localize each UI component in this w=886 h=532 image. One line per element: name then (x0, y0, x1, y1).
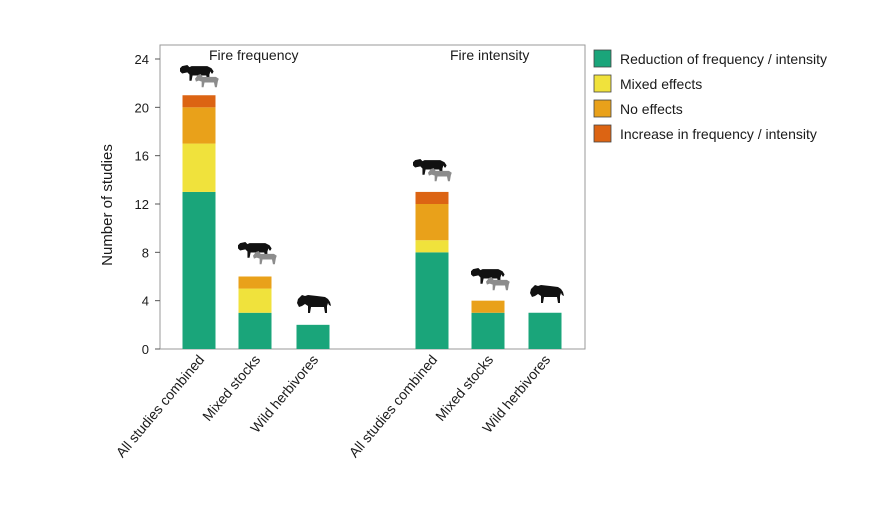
bar-segment-panel1-cat2-series0 (528, 312, 562, 349)
legend-swatch (593, 99, 612, 118)
plot-frame (159, 44, 586, 350)
bar-segment-panel1-cat1-series2 (471, 300, 505, 313)
bar-segment-panel0-cat1-series1 (238, 288, 272, 313)
bar-segment-panel1-cat0-series0 (415, 252, 449, 349)
cattle-and-goat-icon (238, 242, 277, 265)
x-tick-label: All studies combined (113, 352, 208, 461)
legend-label: No effects (620, 101, 683, 117)
wildebeest-icon (297, 295, 331, 313)
x-tick-label: Mixed stocks (199, 352, 263, 424)
cattle-and-goat-icon (413, 159, 452, 182)
legend: Reduction of frequency / intensity Mixed … (593, 49, 827, 143)
bar-segment-panel1-cat1-series0 (471, 312, 505, 349)
bar-segment-panel0-cat0-series0 (182, 191, 216, 349)
bar-segment-panel1-cat0-series3 (415, 191, 449, 204)
bars (182, 95, 562, 349)
y-tick-label: 4 (142, 294, 149, 309)
x-tick-label: Mixed stocks (432, 352, 496, 424)
animal-icons (180, 65, 564, 313)
legend-label: Increase in frequency / intensity (620, 126, 817, 142)
y-axis-label: Number of studies (99, 144, 116, 266)
panel-title-fire-intensity: Fire intensity (450, 47, 529, 63)
bar-segment-panel1-cat0-series1 (415, 240, 449, 253)
bar-segment-panel0-cat1-series0 (238, 312, 272, 349)
y-axis: 0 4 8 12 16 20 24 (135, 52, 160, 357)
y-tick-label: 24 (135, 52, 149, 67)
cattle-and-goat-icon (471, 268, 510, 291)
legend-swatch (593, 124, 612, 143)
x-tick-label: All studies combined (346, 352, 441, 461)
panel-title-fire-frequency: Fire frequency (209, 47, 298, 63)
y-tick-label: 0 (142, 342, 149, 357)
bar-segment-panel0-cat0-series2 (182, 107, 216, 144)
legend-swatch (593, 49, 612, 68)
y-tick-label: 12 (135, 197, 149, 212)
wildebeest-icon (530, 285, 564, 303)
legend-label: Reduction of frequency / intensity (620, 51, 827, 67)
legend-swatch (593, 74, 612, 93)
bar-segment-panel0-cat0-series3 (182, 95, 216, 108)
y-tick-label: 8 (142, 245, 149, 260)
bar-segment-panel0-cat2-series0 (296, 324, 330, 349)
y-tick-label: 20 (135, 100, 149, 115)
bar-segment-panel1-cat0-series2 (415, 204, 449, 241)
y-tick-label: 16 (135, 149, 149, 164)
legend-label: Mixed effects (620, 76, 702, 92)
cattle-and-goat-icon (180, 65, 219, 88)
bar-segment-panel0-cat0-series1 (182, 143, 216, 192)
bar-segment-panel0-cat1-series2 (238, 276, 272, 289)
